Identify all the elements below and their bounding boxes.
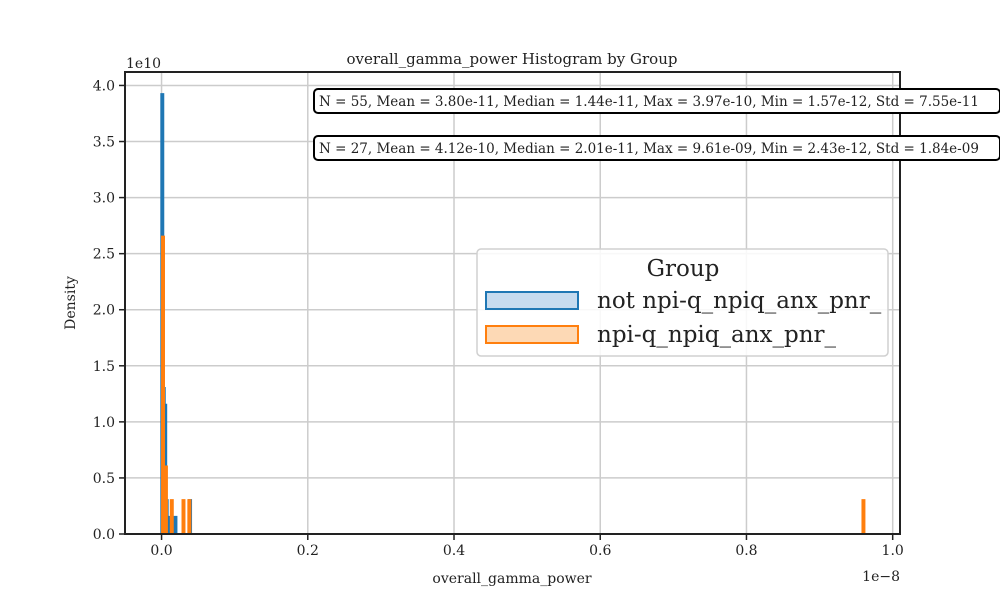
stats-text: N = 55, Mean = 3.80e-11, Median = 1.44e-… — [319, 94, 979, 110]
y-tick-label: 0.5 — [93, 471, 115, 487]
stats-box — [313, 88, 1000, 114]
histogram-bar-outline — [173, 515, 178, 534]
legend: Group not npi-q_npiq_anx_pnr_ npi-q_npiq_a… — [476, 248, 889, 357]
histogram-bar-outline — [163, 465, 168, 534]
histogram-bar-outline — [181, 499, 186, 534]
legend-box — [476, 248, 889, 357]
stats-box — [313, 135, 1000, 161]
y-tick-label: 2.0 — [93, 303, 115, 319]
y-tick-label: 4.0 — [93, 78, 115, 94]
y-tick-label: 1.0 — [93, 415, 115, 431]
y-tick-label: 3.5 — [93, 135, 115, 151]
ticks: 0.0 0.2 0.4 0.6 0.8 1.0 0.0 0.5 1.0 1.5 2.0 2.5 3.0 3… — [93, 78, 904, 559]
y-tick-label: 0.0 — [93, 527, 115, 543]
x-tick-label: 0.8 — [735, 543, 757, 559]
stats-annotations: N = 55, Mean = 3.80e-11, Median = 1.44e-… — [313, 88, 1000, 161]
y-axis-label: Density — [63, 276, 79, 330]
histogram-bars — [160, 93, 866, 534]
stats-text: N = 27, Mean = 4.12e-10, Median = 2.01e-… — [319, 141, 979, 157]
plot-frame — [124, 71, 901, 535]
legend-swatch — [485, 291, 579, 310]
y-tick-label: 1.5 — [93, 359, 115, 375]
x-tick-label: 0.6 — [589, 543, 611, 559]
x-axis-multiplier: 1e−8 — [862, 569, 900, 585]
y-tick-label: 3.0 — [93, 191, 115, 207]
histogram-bar-outline — [169, 499, 174, 534]
legend-swatch — [485, 325, 579, 344]
legend-label: not npi-q_npiq_anx_pnr_ — [597, 288, 882, 314]
histogram-bar-outline — [161, 235, 165, 534]
y-tick-label: 2.5 — [93, 247, 115, 263]
x-tick-label: 0.0 — [150, 543, 172, 559]
legend-label: npi-q_npiq_anx_pnr_ — [597, 322, 837, 348]
x-tick-label: 0.4 — [443, 543, 465, 559]
x-tick-label: 0.2 — [297, 543, 319, 559]
histogram-bar-outline — [187, 499, 192, 534]
chart-title: overall_gamma_power Histogram by Group — [347, 50, 678, 68]
y-axis-multiplier: 1e10 — [126, 56, 161, 72]
histogram-bar-outline — [861, 499, 866, 534]
x-tick-label: 1.0 — [882, 543, 904, 559]
legend-title: Group — [647, 256, 720, 282]
axes — [124, 71, 901, 535]
x-axis-label: overall_gamma_power — [432, 571, 591, 587]
